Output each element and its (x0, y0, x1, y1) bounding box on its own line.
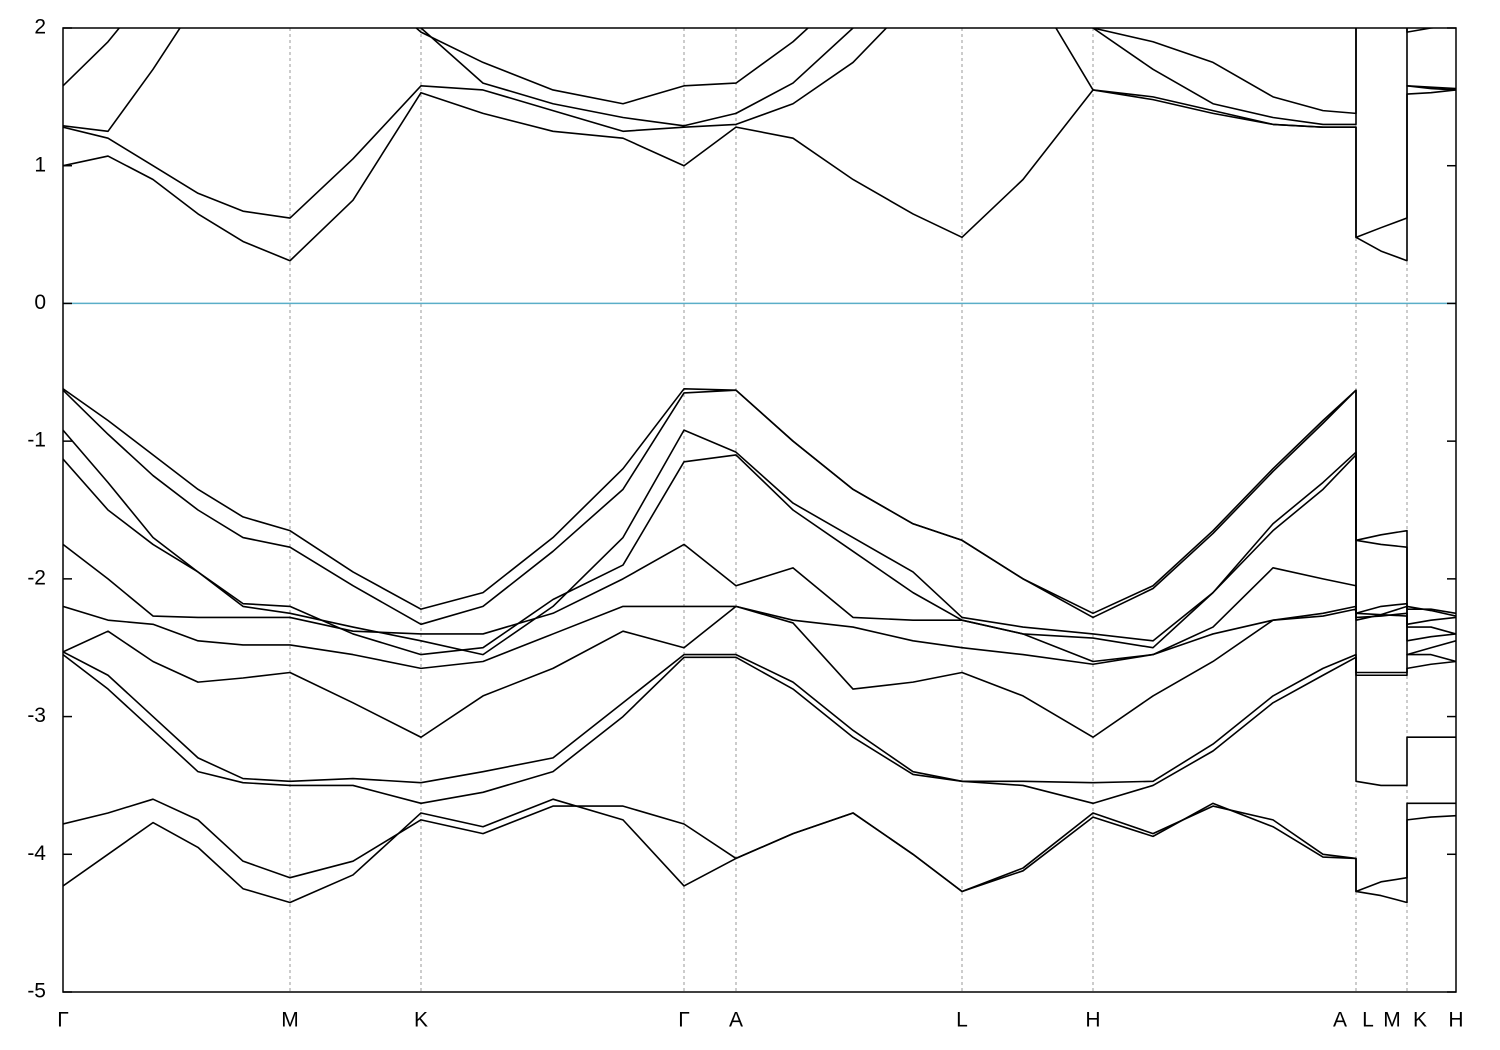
y-tick-label: 1 (34, 153, 46, 176)
band-line (63, 454, 1456, 656)
band-line (63, 605, 1456, 739)
x-tick-label: M (281, 1009, 299, 1032)
y-tick-label: -2 (27, 566, 46, 589)
x-tick-label: K (1413, 1009, 1427, 1032)
band-line (63, 798, 1456, 904)
y-tick-label: -5 (27, 980, 46, 1003)
x-tick-label: Γ (57, 1009, 69, 1032)
plot-area (63, 28, 1456, 992)
x-tick-label: M (1383, 1009, 1401, 1032)
x-tick-label: L (956, 1009, 968, 1032)
x-tick-label: L (1362, 1009, 1374, 1032)
band-line (63, 89, 1456, 262)
x-tick-label: H (1085, 1009, 1100, 1032)
band-line (63, 651, 1456, 784)
x-tick-label: A (729, 1009, 743, 1032)
x-tick-label: Γ (678, 1009, 690, 1032)
y-tick-label: -3 (27, 704, 46, 727)
band-line (63, 429, 1456, 656)
frame (62, 27, 1457, 993)
x-tick-label: K (414, 1009, 428, 1032)
y-tick-label: -4 (27, 842, 46, 865)
y-tick-label: -1 (27, 429, 46, 452)
x-tick-label: H (1448, 1009, 1463, 1032)
y-tick-label: 2 (34, 16, 46, 39)
x-tick-label: A (1333, 1009, 1347, 1032)
band-line (63, 389, 1456, 626)
band-line (63, 605, 1456, 670)
band-line (63, 543, 1456, 663)
band-line (63, 653, 1456, 805)
y-tick-label: 0 (34, 291, 46, 314)
band-line (63, 28, 1456, 239)
